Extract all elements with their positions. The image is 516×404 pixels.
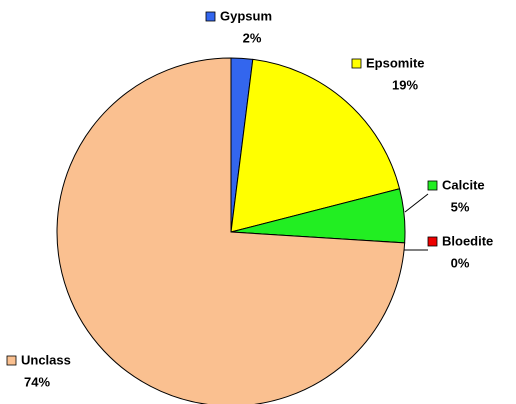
leader-line xyxy=(404,193,429,213)
legend-swatch xyxy=(6,355,17,366)
slice-label: Calcite xyxy=(442,177,485,192)
slice-label: Epsomite xyxy=(366,55,425,70)
legend-swatch xyxy=(205,11,216,22)
legend-swatch xyxy=(351,58,362,69)
legend-swatch xyxy=(427,236,438,247)
slice-label: Bloedite xyxy=(442,233,493,248)
slice-value: 74% xyxy=(24,374,50,389)
pie-slice xyxy=(56,57,406,404)
legend-swatch xyxy=(427,180,438,191)
slice-label: Unclass xyxy=(21,352,71,367)
slice-label: Gypsum xyxy=(220,8,272,23)
slice-value: 5% xyxy=(451,199,470,214)
slice-value: 2% xyxy=(243,30,262,45)
slice-value: 19% xyxy=(392,77,418,92)
slice-value: 0% xyxy=(451,255,470,270)
pie-slice xyxy=(230,58,401,233)
